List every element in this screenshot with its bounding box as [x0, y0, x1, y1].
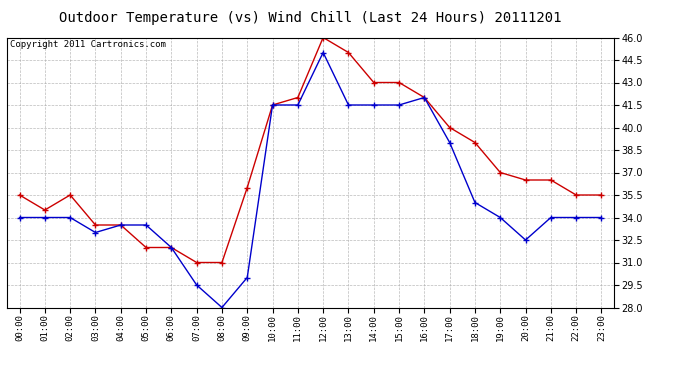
Text: Outdoor Temperature (vs) Wind Chill (Last 24 Hours) 20111201: Outdoor Temperature (vs) Wind Chill (Las… — [59, 11, 562, 25]
Text: Copyright 2011 Cartronics.com: Copyright 2011 Cartronics.com — [10, 40, 166, 49]
